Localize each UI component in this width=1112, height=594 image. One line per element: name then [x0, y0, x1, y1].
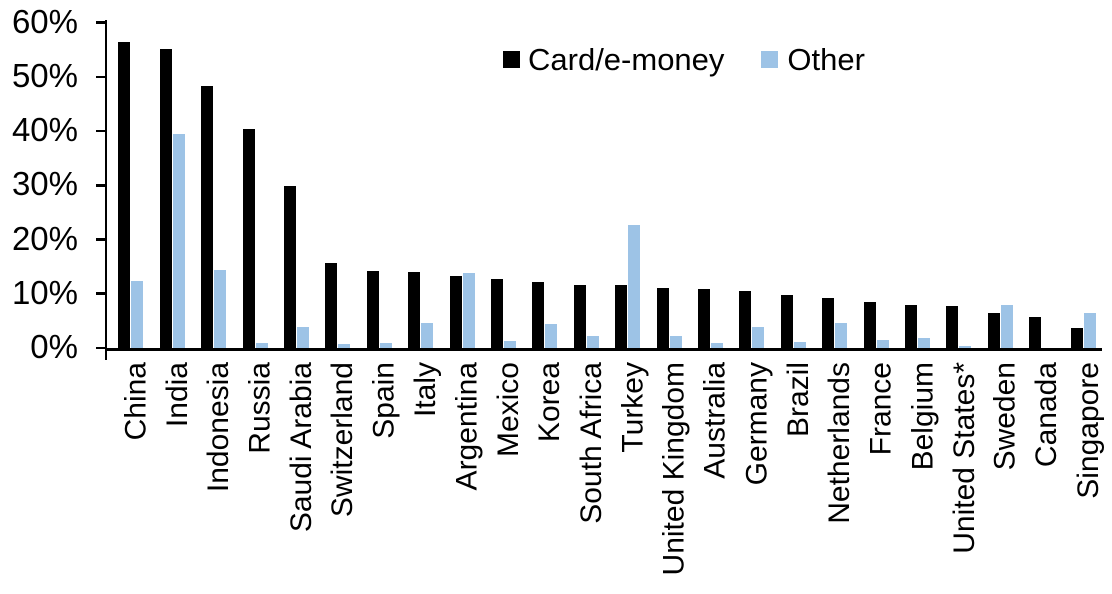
y-axis-label-0: 0%: [30, 328, 78, 366]
x-label-netherlands: Netherlands: [823, 362, 857, 524]
bar-card-e-money-india: [159, 49, 172, 348]
bar-card-e-money-korea: [532, 281, 545, 348]
x-label-singapore: Singapore: [1071, 362, 1105, 499]
bar-card-e-money-switzerland: [325, 263, 338, 348]
bar-other-singapore: [1083, 312, 1096, 348]
x-label-united-states: United States*: [947, 362, 981, 554]
y-axis-tick-20: [96, 238, 107, 241]
bar-card-e-money-brazil: [780, 294, 793, 348]
x-axis-origin-tick: [104, 351, 108, 360]
bar-card-e-money-sweden: [987, 313, 1000, 348]
legend-swatch-card-e-money: [503, 50, 520, 68]
x-label-korea: Korea: [533, 362, 567, 443]
bar-other-turkey: [628, 225, 641, 348]
legend-label-other: Other: [787, 41, 865, 77]
bar-other-argentina: [462, 273, 475, 348]
bar-other-netherlands: [835, 322, 848, 348]
bar-card-e-money-argentina: [449, 275, 462, 348]
bar-card-e-money-china: [118, 42, 131, 348]
bar-card-e-money-germany: [739, 291, 752, 348]
bar-card-e-money-spain: [366, 270, 379, 348]
x-label-mexico: Mexico: [491, 362, 525, 458]
bar-card-e-money-united-states: [946, 306, 959, 348]
x-label-indonesia: Indonesia: [202, 362, 236, 493]
bar-card-e-money-italy: [408, 272, 421, 348]
bar-other-switzerland: [338, 343, 351, 348]
bar-card-e-money-russia: [242, 128, 255, 348]
x-label-switzerland: Switzerland: [326, 362, 360, 518]
bar-other-russia: [255, 342, 268, 348]
bar-other-united-kingdom: [669, 336, 682, 348]
bar-other-united-states: [959, 346, 972, 348]
y-axis-tick-40: [96, 129, 107, 133]
x-label-india: India: [160, 362, 194, 428]
y-axis-label-50: 50%: [11, 57, 78, 95]
x-label-france: France: [864, 362, 898, 456]
y-axis-tick-10: [96, 292, 107, 296]
x-label-canada: Canada: [1030, 362, 1064, 468]
x-label-germany: Germany: [740, 362, 774, 486]
y-axis-label-30: 30%: [11, 165, 78, 203]
bar-card-e-money-singapore: [1070, 327, 1083, 348]
bar-other-india: [172, 133, 185, 348]
legend-label-card-e-money: Card/e-money: [528, 41, 725, 77]
bar-card-e-money-saudi-arabia: [283, 186, 296, 348]
x-axis-line: [107, 348, 1102, 352]
legend-swatch-other: [761, 50, 779, 68]
x-label-turkey: Turkey: [616, 362, 650, 453]
bar-card-e-money-belgium: [904, 304, 917, 348]
bar-card-e-money-france: [863, 301, 876, 348]
y-axis-label-40: 40%: [11, 111, 78, 149]
bar-card-e-money-turkey: [615, 285, 628, 348]
bar-other-saudi-arabia: [296, 326, 309, 348]
legend: Card/e-money Other: [503, 41, 865, 77]
bar-other-france: [876, 340, 889, 348]
bar-card-e-money-mexico: [490, 278, 503, 348]
x-label-brazil: Brazil: [781, 362, 815, 438]
x-label-china: China: [119, 362, 153, 441]
x-label-australia: Australia: [698, 362, 732, 479]
y-axis-tick-0: [96, 346, 107, 350]
x-label-sweden: Sweden: [988, 362, 1022, 471]
bar-other-sweden: [1000, 305, 1013, 348]
bar-other-belgium: [917, 337, 930, 348]
bar-card-e-money-netherlands: [822, 298, 835, 348]
y-axis-tick-30: [96, 184, 107, 187]
y-axis-label-10: 10%: [11, 273, 78, 311]
bar-other-australia: [710, 343, 723, 348]
x-label-italy: Italy: [409, 362, 443, 418]
x-label-south-africa: South Africa: [574, 362, 608, 524]
bar-other-indonesia: [214, 269, 227, 348]
bar-card-e-money-canada: [1029, 316, 1042, 348]
y-axis-label-20: 20%: [11, 219, 78, 257]
y-axis-tick-50: [96, 75, 107, 79]
y-axis-label-60: 60%: [11, 2, 78, 40]
bar-other-south-africa: [586, 335, 599, 348]
bar-other-china: [131, 281, 144, 348]
bar-other-spain: [379, 342, 392, 348]
bar-other-italy: [421, 323, 434, 348]
bar-card-e-money-south-africa: [573, 284, 586, 348]
bar-card-e-money-australia: [697, 289, 710, 348]
x-label-belgium: Belgium: [905, 362, 939, 471]
x-label-russia: Russia: [243, 362, 277, 454]
x-label-united-kingdom: United Kingdom: [657, 362, 691, 576]
bar-other-korea: [545, 323, 558, 348]
x-label-argentina: Argentina: [450, 362, 484, 491]
bar-other-germany: [752, 327, 765, 348]
bar-card-e-money-indonesia: [201, 86, 214, 348]
bar-other-mexico: [503, 341, 516, 348]
bar-card-e-money-united-kingdom: [656, 288, 669, 348]
bar-other-brazil: [793, 342, 806, 348]
x-label-saudi-arabia: Saudi Arabia: [284, 362, 318, 533]
x-label-spain: Spain: [367, 362, 401, 439]
y-axis-tick-60: [96, 21, 107, 24]
